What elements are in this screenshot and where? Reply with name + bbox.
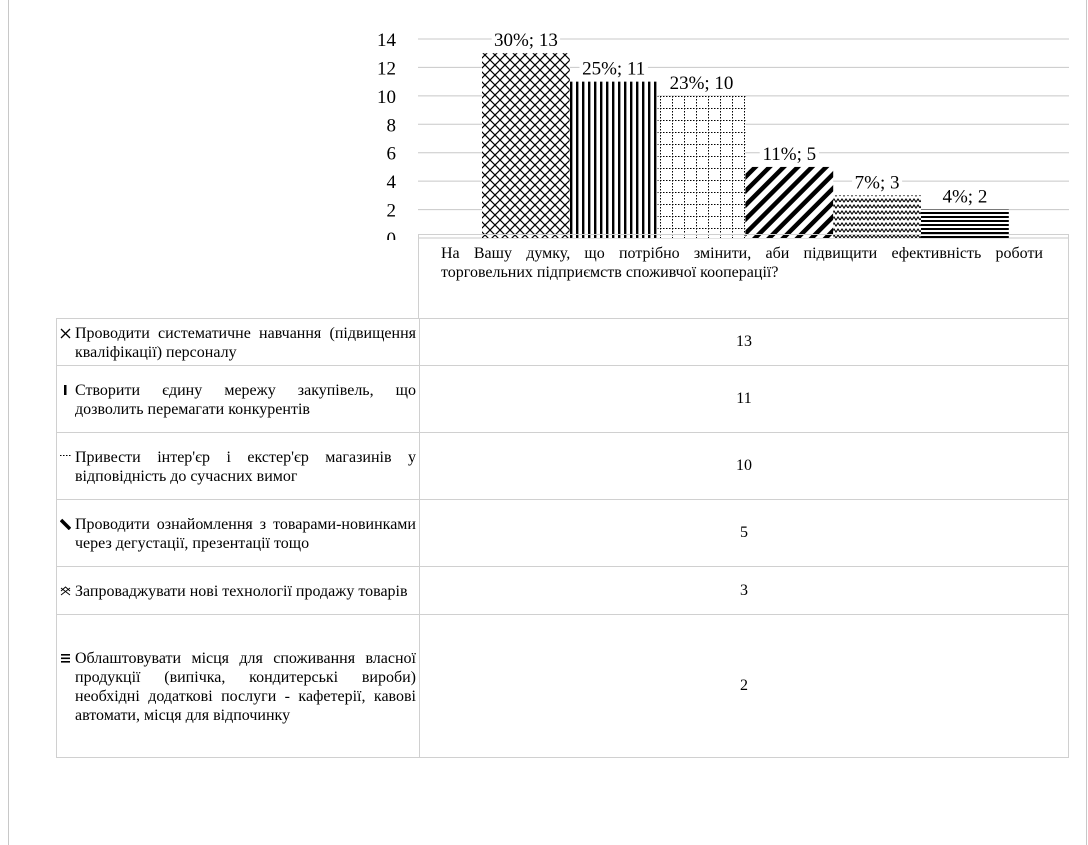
- zigzag-swatch-icon: [60, 583, 71, 595]
- legend-label: Проводити систематичне навчання (підвище…: [75, 324, 416, 361]
- data-label: 11%; 5: [762, 144, 816, 165]
- legend-cell: Проводити систематичне навчання (підвище…: [56, 318, 420, 366]
- bar: [921, 209, 1009, 238]
- bar: [745, 166, 834, 238]
- data-label: 23%; 10: [670, 73, 734, 94]
- table-row: Запроваджувати нові технології продажу т…: [56, 566, 1069, 615]
- category-label: На Вашу думку, що потрібно змінити, аби …: [441, 245, 1043, 281]
- data-label-background: [491, 30, 561, 51]
- legend-label: Створити єдину мережу закупівель, що доз…: [75, 381, 416, 418]
- diagonal-stripes-swatch-icon: [59, 516, 72, 530]
- data-label-background: [759, 143, 819, 164]
- y-tick-label: 4: [387, 172, 397, 193]
- data-label: 25%; 11: [582, 59, 645, 80]
- y-tick-label: 8: [387, 115, 397, 136]
- table-row: Привести інтер'єр і екстер'єр магазинів …: [56, 432, 1069, 500]
- value-cell: 3: [419, 566, 1069, 615]
- chart-frame: [8, 0, 1087, 845]
- table-row: Проводити ознайомлення з товарами-новинк…: [56, 499, 1069, 567]
- y-tick-label: 0: [387, 229, 397, 240]
- y-tick-label: 2: [387, 201, 397, 222]
- dotted-grid-swatch-icon: [60, 449, 71, 460]
- table-row: Облаштовувати місця для споживання власн…: [56, 614, 1069, 758]
- legend-cell: Створити єдину мережу закупівель, що доз…: [56, 365, 420, 433]
- legend-label: Запроваджувати нові технології продажу т…: [75, 582, 408, 600]
- table-row: Створити єдину мережу закупівель, що доз…: [56, 365, 1069, 433]
- data-table: Проводити систематичне навчання (підвище…: [56, 318, 1069, 758]
- legend-cell: Запроваджувати нові технології продажу т…: [56, 566, 420, 615]
- y-tick-label: 6: [387, 144, 397, 165]
- data-label: 30%; 13: [494, 30, 558, 51]
- category-cell: На Вашу думку, що потрібно змінити, аби …: [418, 234, 1069, 318]
- data-label: 7%; 3: [855, 172, 900, 193]
- vertical-stripes-swatch-icon: [60, 382, 71, 395]
- bar-chart: 0 2 4 6 8 10 12 14 30%; 13 25%; 11 23%; 10 11%; 5 7…: [377, 30, 1069, 240]
- value-cell: 2: [419, 614, 1069, 758]
- bar: [657, 95, 746, 238]
- value-cell: 5: [419, 499, 1069, 567]
- data-label-background: [852, 172, 903, 193]
- legend-label: Облаштовувати місця для споживання власн…: [75, 649, 416, 724]
- data-label: 4%; 2: [942, 187, 987, 208]
- value-cell: 13: [419, 318, 1069, 366]
- y-axis: 0 2 4 6 8 10 12 14: [377, 30, 397, 240]
- bar: [482, 53, 570, 238]
- data-labels: 30%; 13 25%; 11 23%; 10 11%; 5 7%; 3 4%; 2: [491, 30, 990, 208]
- horizontal-stripes-swatch-icon: [60, 650, 71, 663]
- legend-cell: Проводити ознайомлення з товарами-новинк…: [56, 499, 420, 567]
- lattice-swatch-icon: [60, 325, 71, 338]
- y-tick-label: 12: [377, 58, 396, 79]
- y-tick-label: 10: [377, 87, 396, 108]
- data-label-background: [939, 186, 990, 207]
- y-tick-label: 14: [377, 30, 397, 51]
- value-cell: 10: [419, 432, 1069, 500]
- data-label-background: [579, 58, 648, 79]
- legend-label: Проводити ознайомлення з товарами-новинк…: [75, 515, 416, 552]
- bars: [482, 53, 1009, 239]
- table-row: Проводити систематичне навчання (підвище…: [56, 318, 1069, 366]
- data-label-background: [667, 72, 736, 93]
- legend-cell: Привести інтер'єр і екстер'єр магазинів …: [56, 432, 420, 500]
- legend-cell: Облаштовувати місця для споживання власн…: [56, 614, 420, 758]
- bar: [569, 81, 658, 239]
- bar: [833, 195, 921, 238]
- value-cell: 11: [419, 365, 1069, 433]
- legend-label: Привести інтер'єр і екстер'єр магазинів …: [75, 448, 416, 485]
